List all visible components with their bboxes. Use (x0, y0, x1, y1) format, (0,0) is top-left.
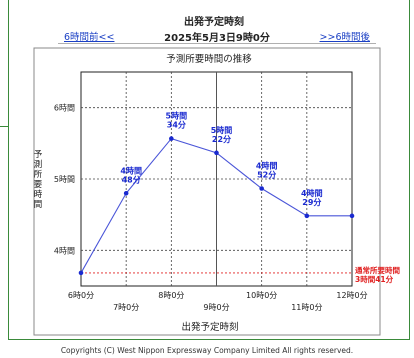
y-tick-label: 6時間 (54, 104, 75, 113)
departure-date: 2025年5月3日9時0分 (164, 33, 270, 44)
x-tick-label: 7時0分 (113, 303, 139, 312)
chart-panel (33, 47, 381, 336)
data-label: 4時間 (120, 165, 142, 175)
data-label: 29分 (302, 197, 321, 207)
time-navigation: 6時間前<< 2025年5月3日9時0分 >>6時間後 (58, 29, 376, 44)
data-label: 5時間 (166, 111, 188, 121)
forecast-point (259, 186, 264, 191)
chart-title: 予測所要時間の推移 (166, 53, 252, 65)
copyright-text: Copyrights (C) West Nippon Expressway Co… (60, 346, 354, 355)
x-tick-label: 10時0分 (246, 291, 277, 300)
y-axis-label-char: 測 (34, 159, 43, 170)
next-6-hours-link[interactable]: >>6時間後 (319, 32, 370, 43)
data-label: 52分 (257, 170, 276, 180)
y-axis-label-char: 間 (34, 200, 43, 210)
forecast-point (214, 150, 219, 156)
forecast-point (78, 270, 84, 276)
forecast-point (349, 213, 355, 219)
y-tick-label: 5時間 (54, 175, 75, 184)
x-tick-label: 6時0分 (68, 291, 94, 300)
data-label: 48分 (122, 174, 141, 184)
x-tick-label: 11時0分 (291, 303, 322, 312)
x-tick-label: 12時0分 (336, 291, 367, 300)
x-tick-label: 8時0分 (158, 291, 184, 300)
y-tick-label: 4時間 (54, 246, 75, 255)
data-label: 22分 (212, 134, 231, 144)
data-label: 4時間 (301, 188, 323, 198)
chart-xlabel: 出発予定時刻 (181, 321, 238, 333)
plot-area: 6時間 5時間 4時間 予測所要時間 6時0分 8時0分 10時0分 12時0分 7時0分 9時0… (34, 71, 400, 312)
forecast-point (304, 213, 310, 219)
prev-6-hours-link[interactable]: 6時間前<< (64, 32, 115, 43)
y-axis-label-char: 予 (34, 150, 43, 160)
data-label: 4時間 (256, 161, 278, 171)
usual-time-label: 通常所要時間 (355, 265, 400, 275)
usual-time-label: 3時間41分 (355, 274, 394, 284)
data-label: 5時間 (211, 125, 233, 135)
forecast-point (123, 190, 129, 196)
departure-time-heading: 出発予定時刻 (184, 17, 244, 28)
y-axis-label-char: 要 (34, 180, 43, 190)
widget-frame (8, 0, 410, 340)
y-axis-label-char: 所 (34, 169, 43, 180)
y-axis-label-char: 時 (34, 190, 43, 200)
x-tick-label: 9時0分 (203, 303, 229, 312)
frame-connector (0, 126, 9, 127)
forecast-point (169, 136, 174, 141)
data-label: 34分 (167, 120, 186, 130)
